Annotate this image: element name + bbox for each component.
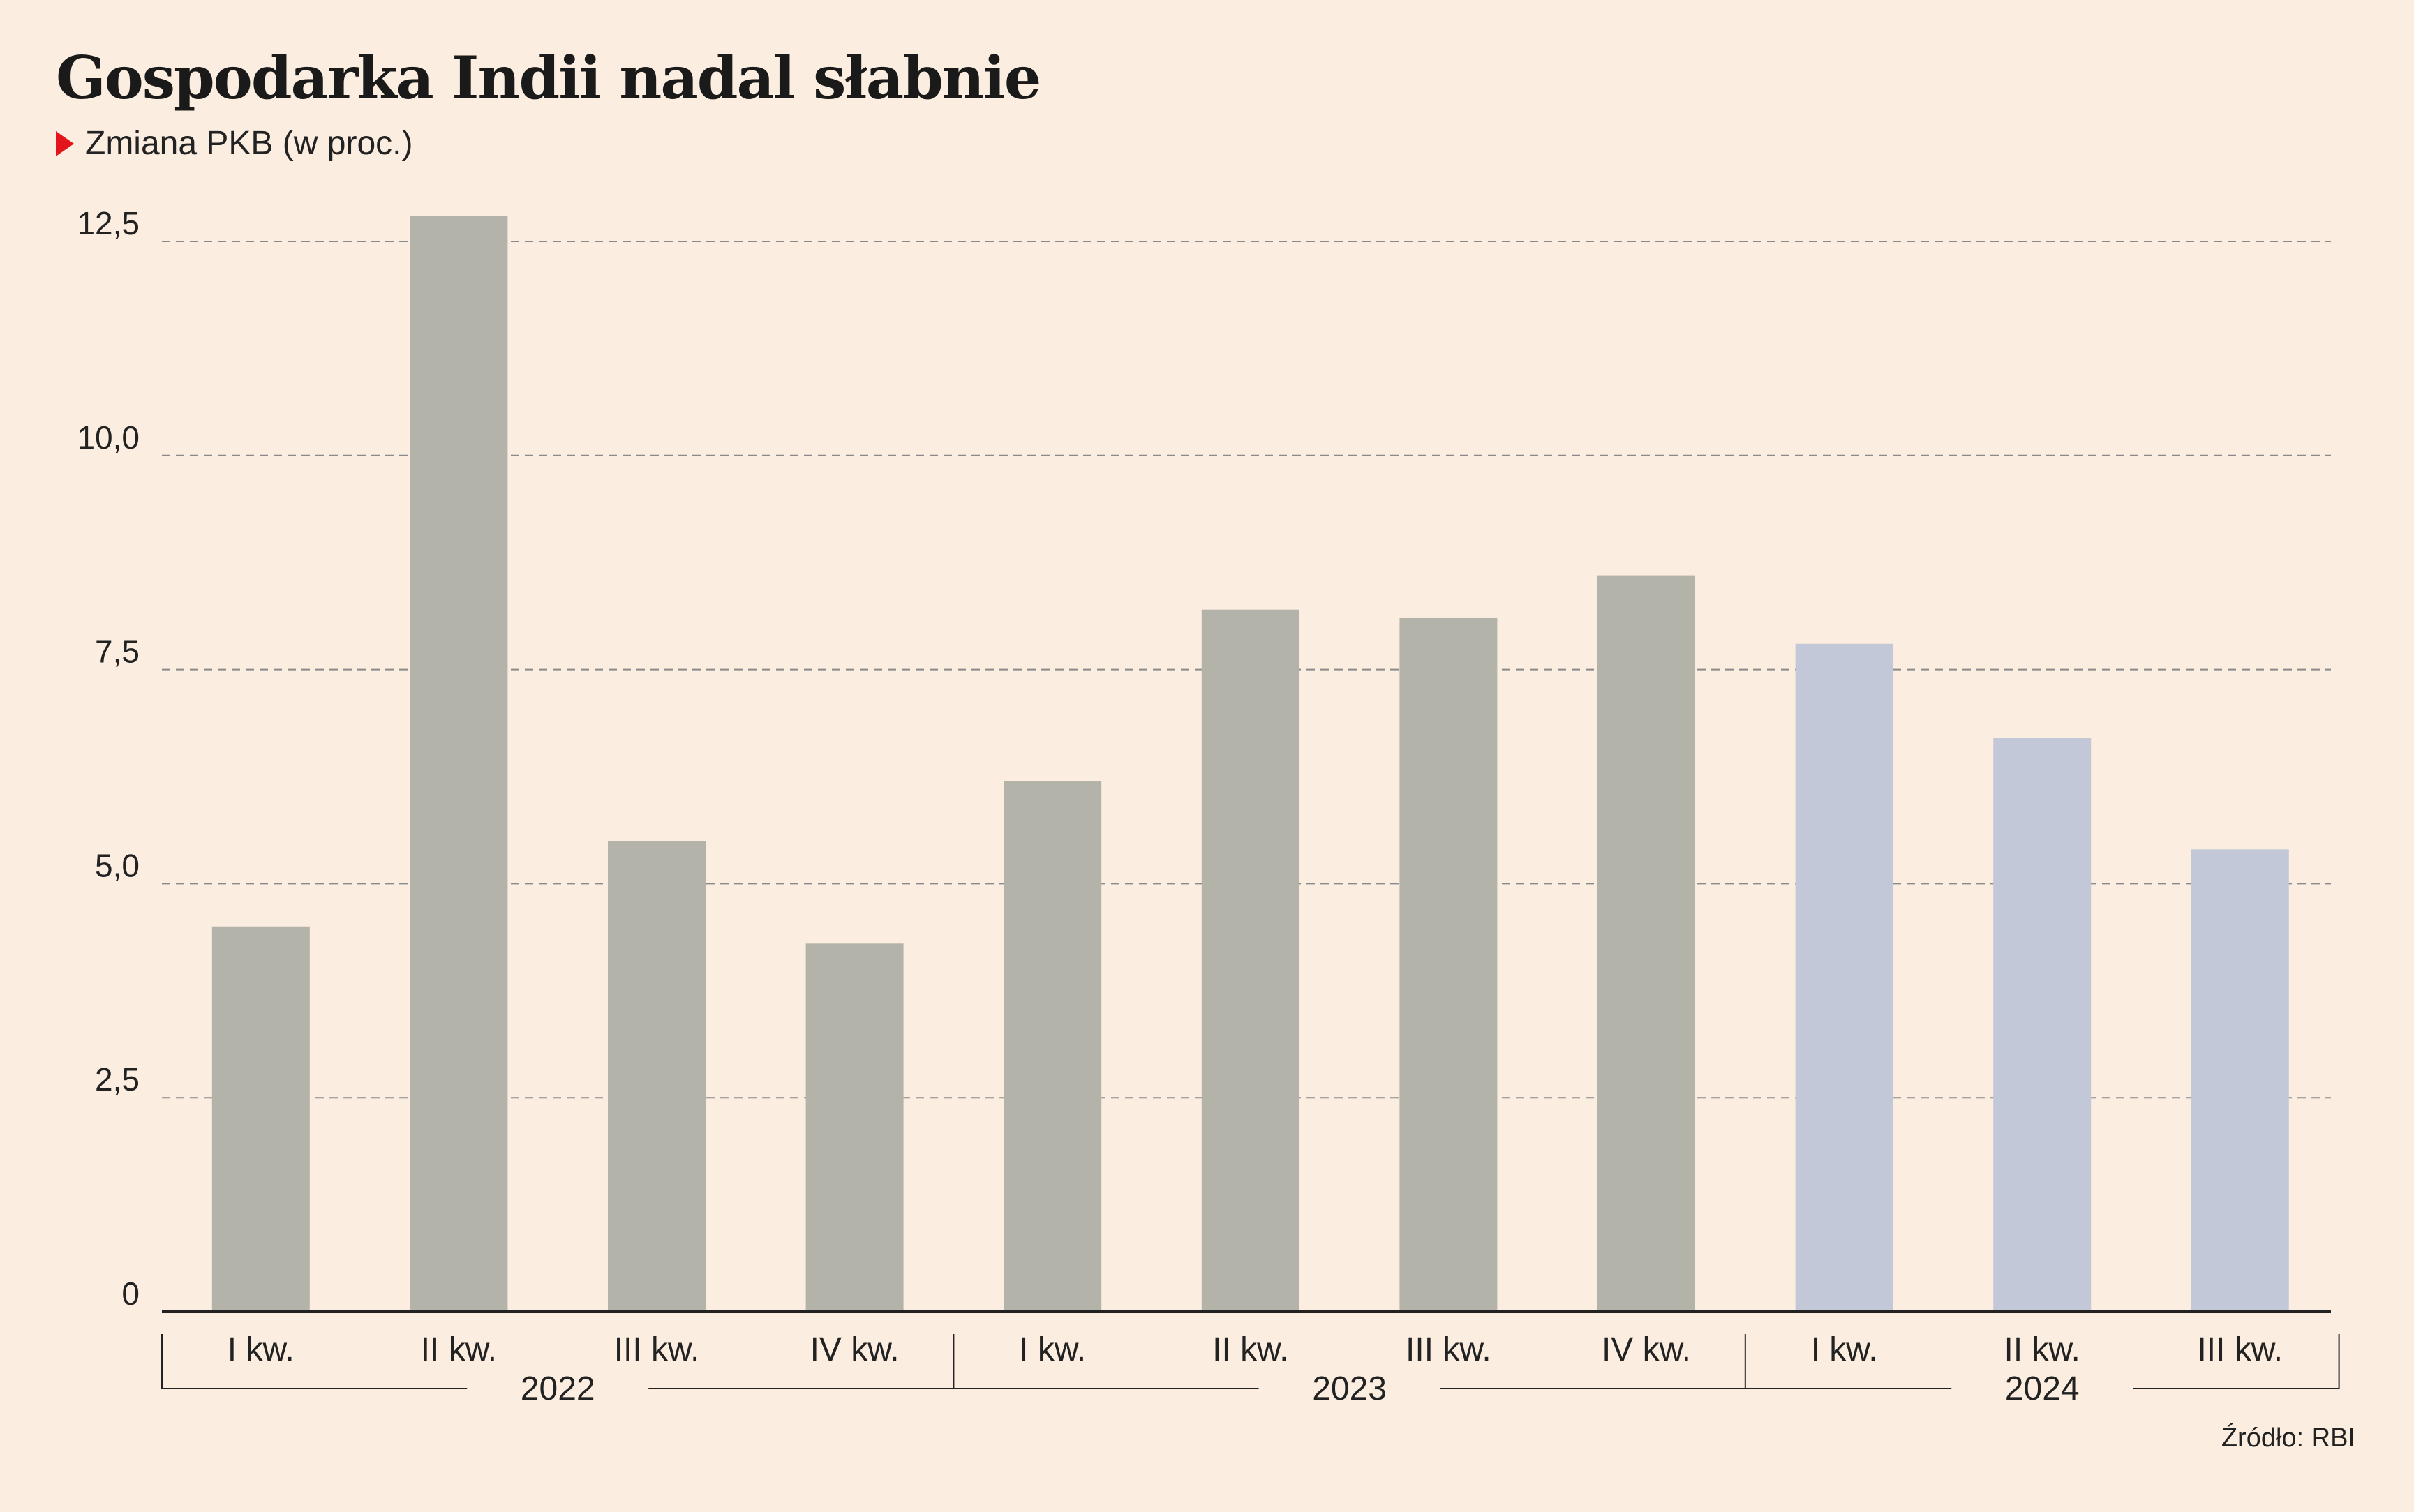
bar <box>1597 575 1695 1312</box>
x-tick-label: IV kw. <box>1602 1331 1691 1368</box>
y-tick-label: 2,5 <box>95 1061 140 1098</box>
x-tick-label: III kw. <box>2197 1331 2283 1368</box>
year-label: 2022 <box>521 1370 595 1407</box>
bar <box>1795 643 1893 1312</box>
bar <box>410 216 508 1312</box>
x-tick-label: II kw. <box>421 1331 497 1368</box>
bar <box>211 926 310 1312</box>
chart-title: Gospodarka Indii nadal słabnie <box>56 43 1041 112</box>
x-tick-label: III kw. <box>614 1331 700 1368</box>
source-note: Źródło: RBI <box>2221 1423 2355 1453</box>
y-tick-label: 12,5 <box>77 205 140 241</box>
x-tick-label: IV kw. <box>810 1331 900 1368</box>
y-tick-label: 10,0 <box>77 419 140 456</box>
bar <box>805 943 904 1312</box>
bar <box>1993 738 2092 1312</box>
x-tick-label: II kw. <box>1212 1331 1288 1368</box>
y-tick-label: 5,0 <box>95 847 140 883</box>
y-tick-label: 0 <box>121 1275 140 1312</box>
bar <box>1399 617 1498 1312</box>
subtitle-text: Zmiana PKB (w proc.) <box>85 125 413 162</box>
bar <box>2191 849 2289 1312</box>
x-tick-label: I kw. <box>1811 1331 1878 1368</box>
year-label: 2024 <box>2005 1370 2080 1407</box>
x-tick-label: III kw. <box>1406 1331 1491 1368</box>
x-tick-label: I kw. <box>1019 1331 1086 1368</box>
year-label: 2023 <box>1312 1370 1387 1407</box>
bar <box>1004 781 1102 1312</box>
bar <box>608 841 706 1312</box>
chart-subtitle: Zmiana PKB (w proc.) <box>56 124 412 163</box>
x-tick-label: I kw. <box>228 1331 295 1368</box>
bar <box>1201 609 1299 1312</box>
y-tick-label: 7,5 <box>95 634 140 670</box>
x-tick-label: II kw. <box>2004 1331 2080 1368</box>
triangle-marker-icon <box>56 130 74 156</box>
